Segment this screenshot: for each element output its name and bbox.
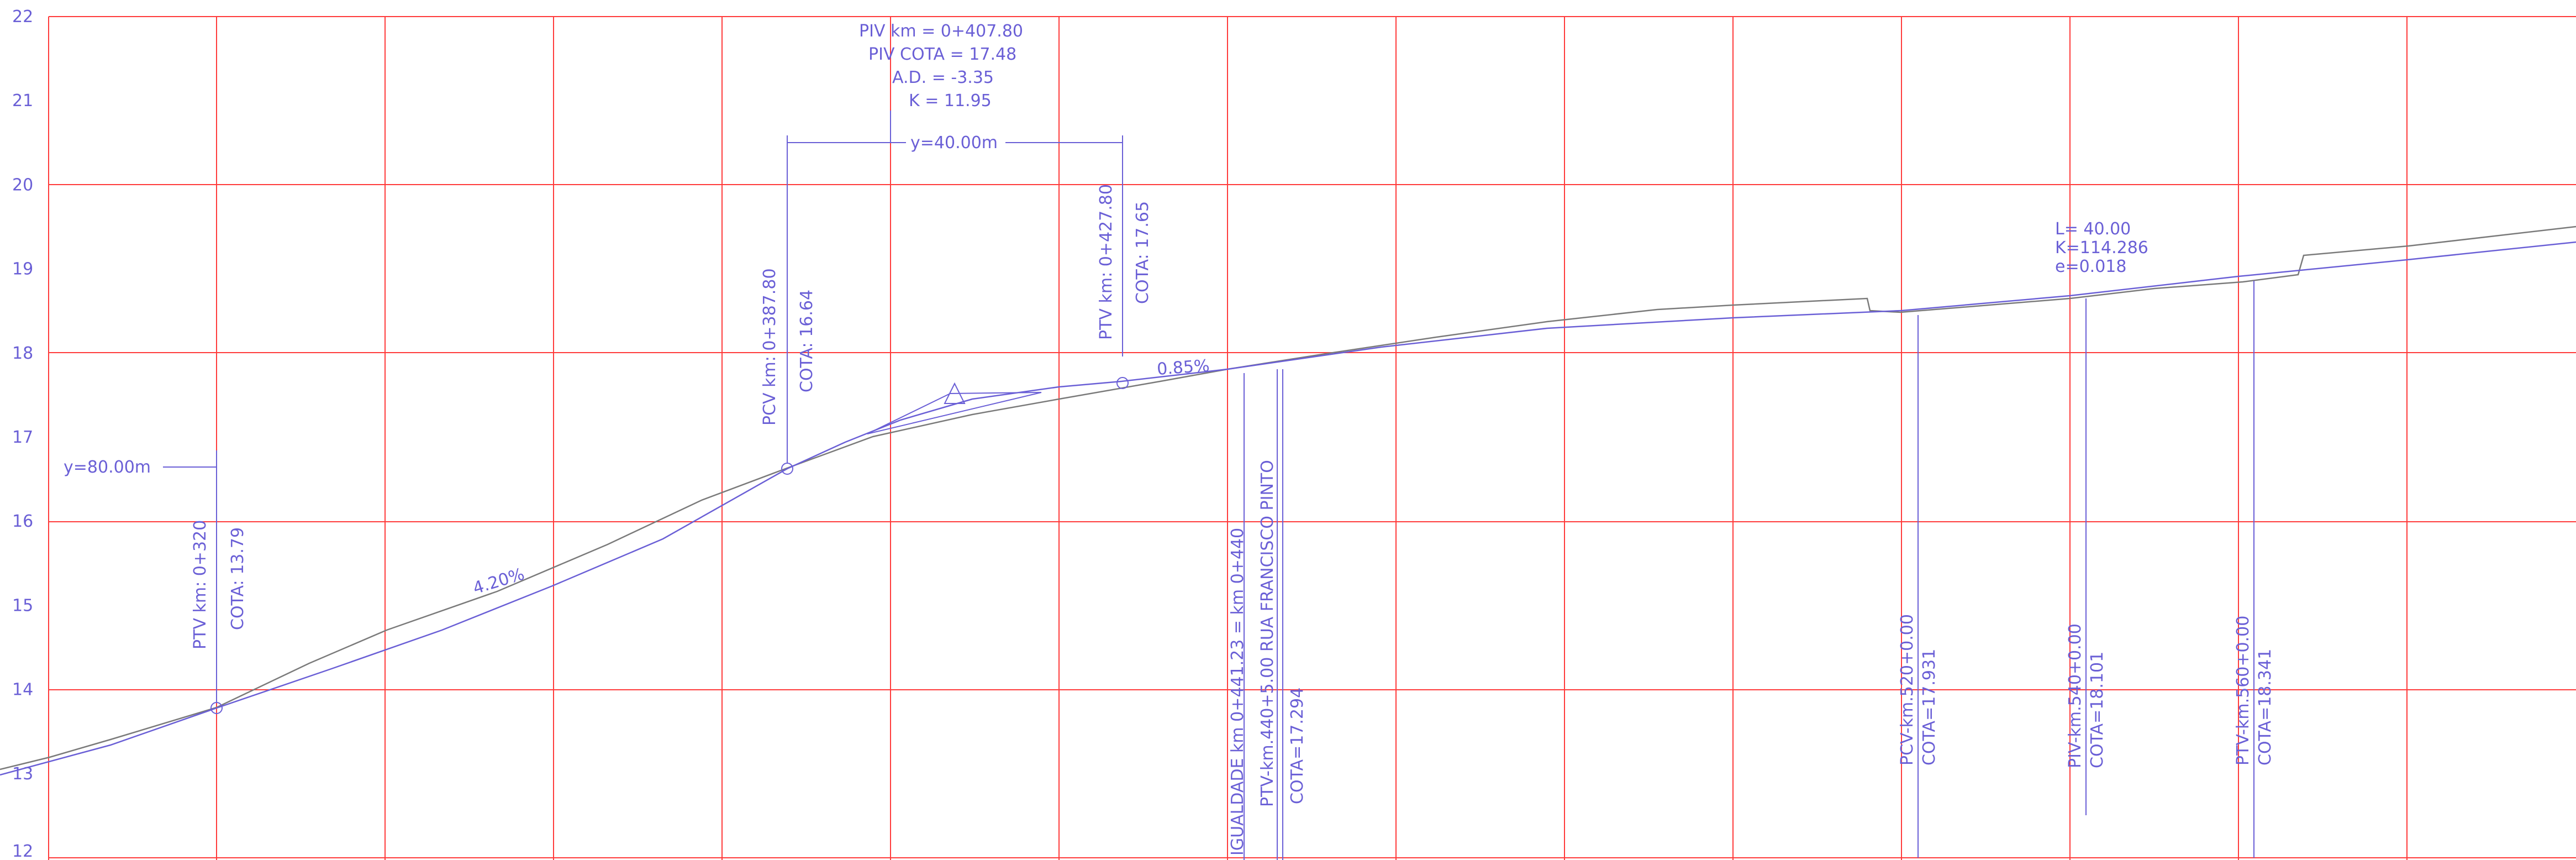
ptv-440-cota-label: COTA=17.294 (1288, 688, 1307, 804)
elevation-tick-label: 21 (12, 91, 33, 111)
elevation-tick-label: 22 (12, 7, 33, 27)
tangent-1 (867, 393, 951, 434)
piv-km-label: PIV km = 0+407.80 (859, 22, 1023, 41)
curve2-e-label: e=0.018 (2055, 257, 2126, 276)
ptv-427-cota-label: COTA: 17.65 (1133, 201, 1152, 304)
elevation-tick-label: 17 (12, 428, 33, 447)
pcv-520-label: PCV-km.520+0.00 (1898, 614, 1917, 765)
curve2-k-label: K=114.286 (2055, 238, 2148, 258)
dimension-lines (163, 111, 1123, 468)
elevation-tick-label: 15 (12, 596, 33, 615)
ptv-427-km-label: PTV km: 0+427.80 (1097, 184, 1116, 340)
piv-tangent-lines (867, 382, 1042, 434)
marker-ptv-427 (1116, 377, 1129, 389)
curve-length-label: y=40.00m (910, 133, 998, 153)
tangent-3 (867, 392, 1042, 434)
ptv-320-km-label: PTV km: 0+320 (191, 520, 210, 649)
marker-ptv-320 (210, 702, 223, 714)
elevation-tick-label: 19 (12, 260, 33, 279)
ptv-560-label: PTV-km.560+0.00 (2233, 616, 2253, 765)
pcv-520-cota-label: COTA=17.931 (1920, 649, 1939, 765)
terrain-line (0, 226, 2576, 770)
elevation-tick-label: 18 (12, 344, 33, 363)
igualdade-label: IGUALDADE km 0+441.23 = km 0+440 (1228, 528, 1247, 856)
grid-lines (48, 16, 2576, 860)
elevation-tick-label: 12 (12, 842, 33, 860)
piv-540-cota-label: COTA=18.101 (2088, 652, 2107, 768)
tangent-2 (950, 392, 1042, 394)
piv-cota-label: PIV COTA = 17.48 (868, 45, 1016, 64)
piv-k-label: K = 11.95 (909, 91, 992, 111)
ptv-320-cota-label: COTA: 13.79 (228, 527, 247, 630)
grade-1-label: 4.20% (471, 564, 526, 598)
curve2-l-label: L= 40.00 (2055, 219, 2131, 239)
piv-540-label: PIV-km.540+0.00 (2066, 623, 2085, 768)
left-length-label: y=80.00m (64, 458, 151, 477)
piv-ad-label: A.D. = -3.35 (892, 68, 994, 87)
ptv-560-cota-label: COTA=18.341 (2256, 649, 2275, 765)
piv-triangle-marker (944, 382, 966, 404)
station-leader-lines (216, 135, 2254, 860)
elevation-tick-label: 16 (12, 512, 33, 531)
pcv-387-km-label: PCV km: 0+387.80 (760, 268, 779, 426)
elevation-tick-label: 20 (12, 175, 33, 195)
station-markers (210, 377, 1129, 714)
ptv-440-label: PTV-km.440+5.00 RUA FRANCISCO PINTO (1258, 460, 1277, 807)
grade-2-label: 0.85% (1156, 356, 1210, 379)
pcv-387-cota-label: COTA: 16.64 (797, 290, 816, 392)
elevation-tick-label: 14 (12, 680, 33, 700)
